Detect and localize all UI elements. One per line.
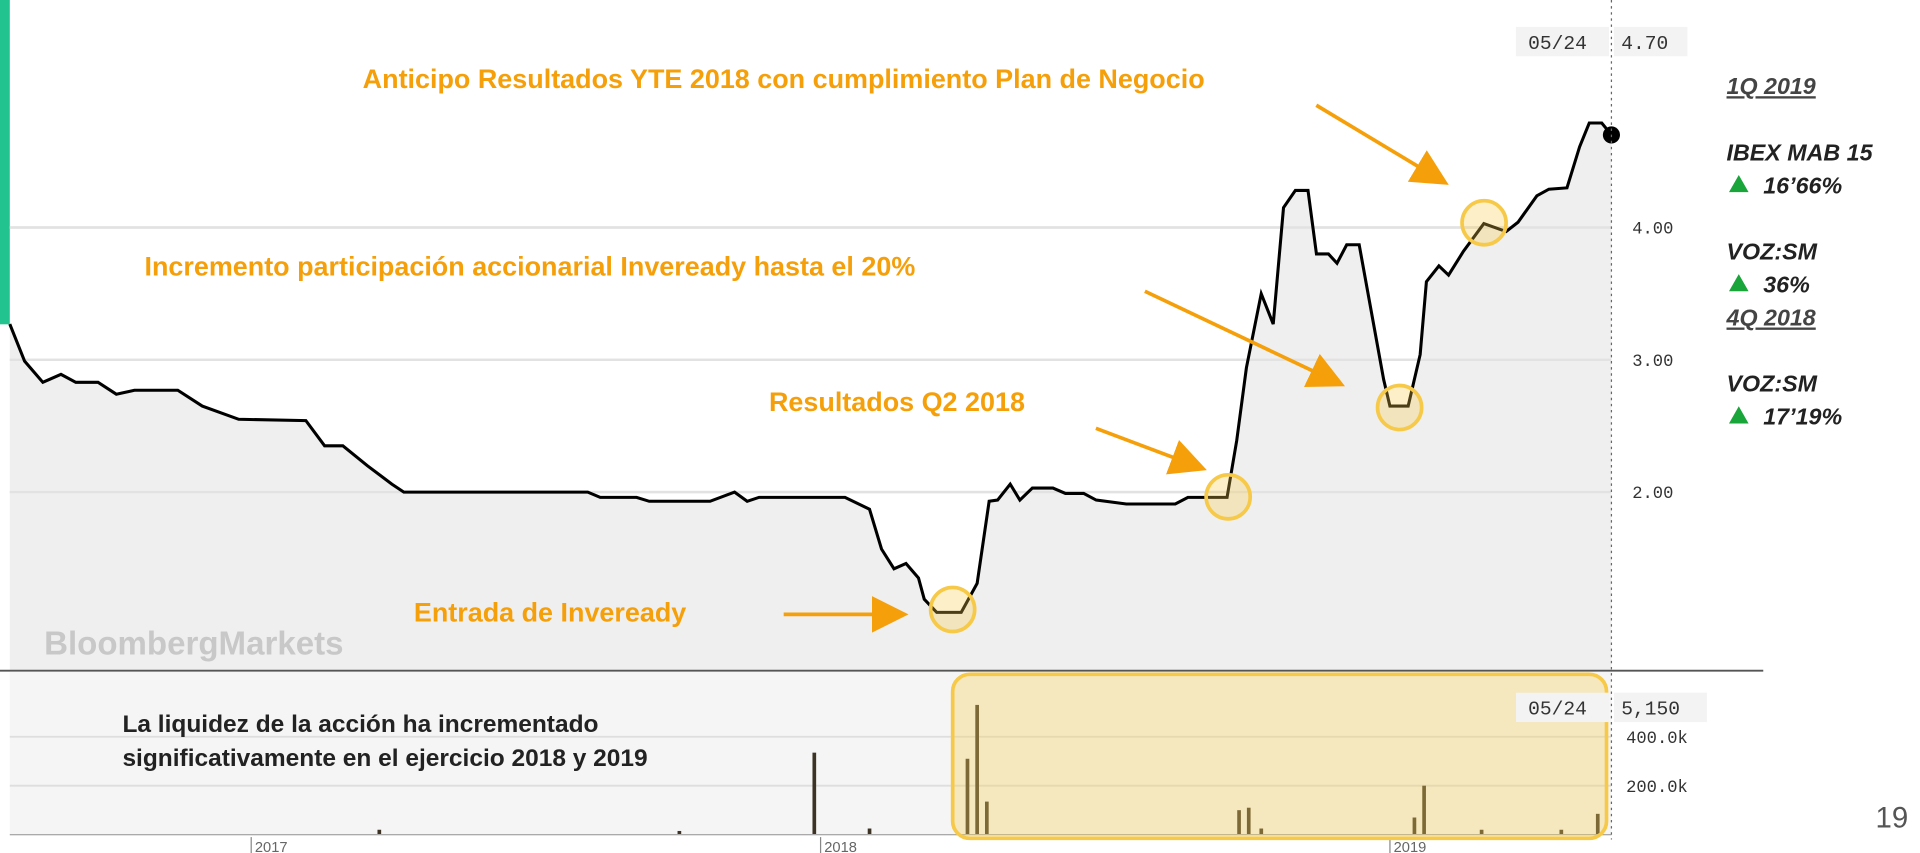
- y-tick-label: 2.00: [1632, 485, 1673, 504]
- volume-bar: [1479, 829, 1484, 835]
- highlight-circle: [928, 585, 977, 634]
- up-triangle: [1728, 274, 1749, 292]
- current-date: 05/24: [1528, 699, 1587, 721]
- current-value: 5,150: [1621, 699, 1680, 721]
- x-tick-label: 2019: [1394, 840, 1427, 853]
- sidebar-heading: 4Q 2018: [1726, 305, 1816, 331]
- volume-bar: [1595, 813, 1600, 835]
- current-value: 4.70: [1621, 33, 1668, 55]
- volume-panel: [9, 671, 1612, 836]
- volume-bar: [965, 758, 970, 835]
- price-line: [8, 121, 1613, 614]
- sidebar-change: 17’19%: [1763, 404, 1842, 430]
- y-tick-label: 200.0k: [1626, 779, 1688, 798]
- annotation: Anticipo Resultados YTE 2018 con cumplim…: [363, 64, 1205, 94]
- volume-bar: [975, 704, 979, 835]
- volume-bar: [1412, 817, 1417, 835]
- sidebar-name: VOZ:SM: [1727, 371, 1818, 397]
- highlight-circle: [1375, 383, 1424, 432]
- volume-bar: [867, 828, 872, 835]
- current-value-box: [1613, 692, 1707, 723]
- volume-annotation: significativamente en el ejercicio 2018 …: [122, 745, 647, 772]
- volume-bar: [1422, 785, 1426, 835]
- highlight-box: [950, 672, 1609, 841]
- arrow: [1315, 103, 1449, 185]
- up-triangle: [1728, 175, 1749, 193]
- volume-bar: [1246, 807, 1251, 835]
- current-date-box: [1515, 26, 1609, 57]
- annotation: Incremento participación accionarial Inv…: [144, 251, 915, 281]
- arrows: [783, 103, 1449, 633]
- page-number: 19: [1875, 801, 1908, 834]
- volume-bar: [1259, 828, 1264, 835]
- y-tick-label: 3.00: [1632, 353, 1673, 372]
- sidebar-heading: 1Q 2019: [1727, 73, 1816, 99]
- current-value-box: [1613, 26, 1688, 57]
- highlight-circle: [1460, 198, 1508, 247]
- volume-bar: [984, 801, 989, 835]
- volume-bar: [812, 752, 817, 835]
- volume-bar: [1237, 810, 1241, 835]
- sidebar-name: IBEX MAB 15: [1727, 139, 1874, 165]
- sidebar-change: 16’66%: [1763, 172, 1842, 198]
- x-tick-label: 2017: [255, 840, 288, 853]
- accent-bar: [0, 0, 10, 325]
- y-tick-label: 400.0k: [1626, 730, 1688, 749]
- volume-bar: [677, 830, 682, 835]
- highlights: [928, 198, 1508, 634]
- up-triangle: [1728, 406, 1749, 424]
- volume-bar: [377, 829, 382, 835]
- current-date-box: [1515, 692, 1609, 723]
- y-tick-label: 4.00: [1632, 221, 1673, 240]
- highlight-circle: [1204, 473, 1253, 521]
- volume-bar: [1559, 829, 1564, 835]
- current-date: 05/24: [1528, 33, 1587, 55]
- x-tick-label: 2018: [824, 840, 857, 853]
- annotation: Entrada de Inveready: [414, 598, 686, 628]
- arrow: [1095, 426, 1207, 475]
- annotation: Resultados Q2 2018: [769, 387, 1025, 417]
- arrow: [1144, 289, 1346, 388]
- volume-annotation: La liquidez de la acción ha incrementado: [122, 711, 598, 738]
- sidebar-change: 36%: [1763, 271, 1810, 297]
- price-area: [9, 122, 1612, 671]
- sidebar-name: VOZ:SM: [1727, 238, 1818, 264]
- watermark: BloombergMarkets: [44, 626, 343, 663]
